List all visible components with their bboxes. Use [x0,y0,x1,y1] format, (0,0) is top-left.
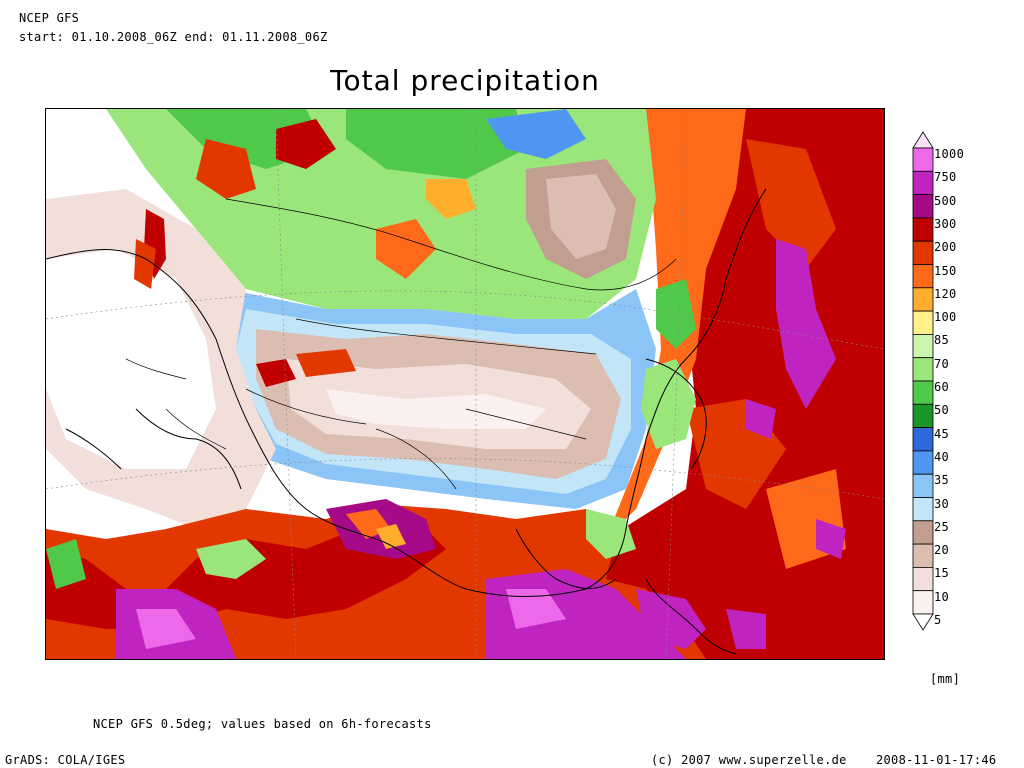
scale-level-label: 85 [934,333,950,348]
scale-level-label: 5 [934,613,942,627]
scale-band [912,264,934,289]
model-label: NCEP GFS [19,11,80,25]
generation-timestamp: 2008-11-01-17:46 [876,753,997,767]
scale-band [912,473,934,498]
scale-band [912,333,934,359]
scale-level-label: 50 [934,403,950,418]
scale-band [912,590,934,615]
scale-level-label: 300 [934,216,957,231]
scale-level-label: 1000 [934,147,965,161]
scale-band [912,217,934,242]
scale-top-arrow [912,131,934,149]
scale-band [912,380,934,405]
scale-level-label: 150 [934,263,957,278]
scale-band [912,427,934,452]
pacific-violet-patch [776,239,836,409]
units-label: [mm] [930,672,961,686]
lat-lon-grid [46,109,884,659]
country-borders [125,198,677,490]
color-scale-bar [912,131,934,631]
scale-band [912,543,934,568]
scale-band [912,497,934,522]
data-source-note: NCEP GFS 0.5deg; values based on 6h-fore… [93,717,432,731]
scale-band [912,240,934,265]
period-label: start: 01.10.2008_06Z end: 01.11.2008_06… [19,30,328,44]
scale-level-label: 60 [934,380,950,394]
scale-band [912,566,934,592]
map-title: Total precipitation [330,64,600,97]
scale-level-label: 500 [934,193,957,208]
software-credit: GrADS: COLA/IGES [5,753,126,767]
scale-level-label: 750 [934,170,957,185]
scale-level-label: 45 [934,426,950,441]
scale-band [912,194,934,219]
scale-band [912,310,934,335]
scale-band [912,403,934,428]
scale-band [912,170,934,195]
scale-level-label: 200 [934,240,957,255]
scale-level-label: 15 [934,566,950,581]
scale-level-label: 35 [934,473,950,488]
scale-level-label: 40 [934,449,950,464]
scale-band [912,520,934,545]
color-scale-labels: 1000 750 500 300 200 150 120 100 85 70 60 50 45 40 35 3… [934,147,994,626]
coastlines [46,188,767,655]
scale-level-label: 30 [934,496,950,511]
scale-bottom-arrow [912,613,934,631]
copyright-credit: (c) 2007 www.superzelle.de [651,753,847,767]
scale-level-label: 10 [934,589,950,604]
scale-band [912,287,934,312]
scale-level-label: 120 [934,286,957,301]
scale-level-label: 20 [934,543,950,558]
scale-band [912,147,934,172]
scale-band [912,450,934,475]
scale-level-label: 100 [934,310,957,325]
scale-level-label: 25 [934,519,950,534]
scale-level-label: 70 [934,356,950,371]
precipitation-map [45,108,885,660]
scale-band [912,357,934,382]
